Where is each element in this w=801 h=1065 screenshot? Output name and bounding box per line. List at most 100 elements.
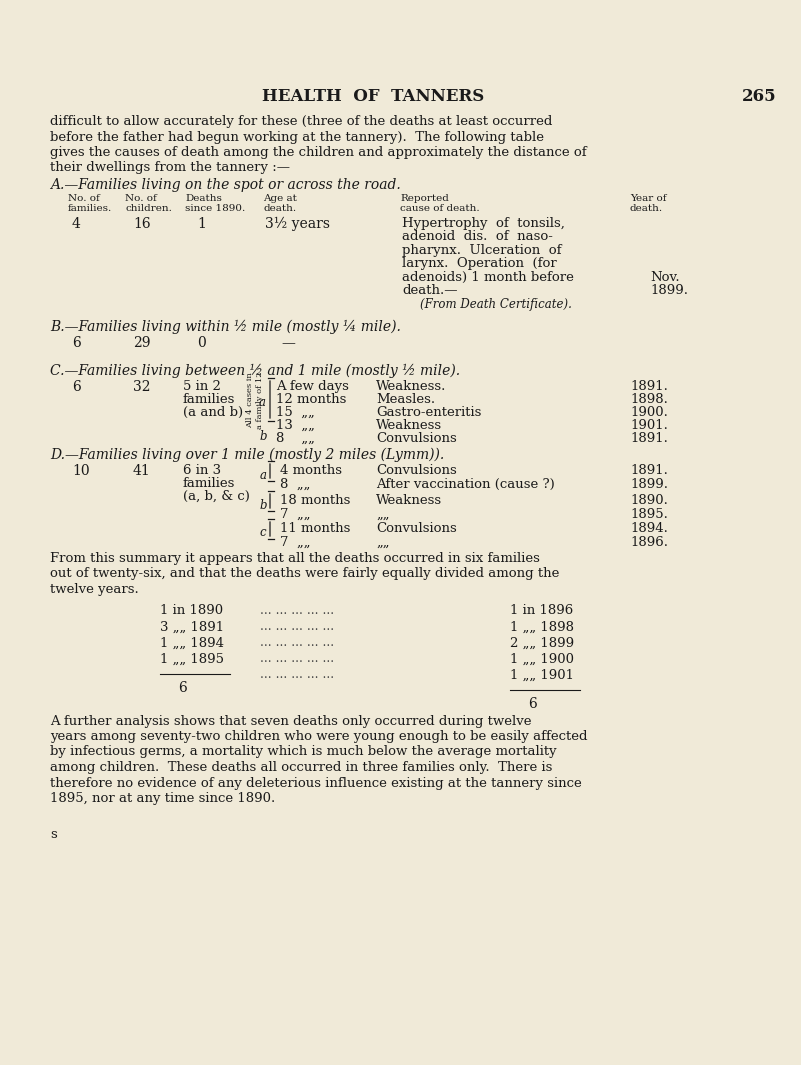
Text: 1 in 1896: 1 in 1896 [510, 605, 574, 618]
Text: 16: 16 [133, 217, 151, 231]
Text: 3 „„ 1891: 3 „„ 1891 [160, 621, 224, 634]
Text: 6 in 3: 6 in 3 [183, 464, 221, 477]
Text: ... ... ... ... ...: ... ... ... ... ... [260, 669, 334, 682]
Text: 4: 4 [72, 217, 81, 231]
Text: twelve years.: twelve years. [50, 583, 139, 596]
Text: 41: 41 [133, 464, 151, 478]
Text: D.—Families living over 1 mile (mostly 2 miles (Lymm)).: D.—Families living over 1 mile (mostly 2… [50, 448, 445, 462]
Text: A further analysis shows that seven deaths only occurred during twelve: A further analysis shows that seven deat… [50, 715, 532, 727]
Text: 1 „„ 1895: 1 „„ 1895 [160, 653, 224, 666]
Text: a: a [259, 396, 266, 409]
Text: therefore no evidence of any deleterious influence existing at the tannery since: therefore no evidence of any deleterious… [50, 776, 582, 789]
Text: 10: 10 [72, 464, 90, 478]
Text: cause of death.: cause of death. [400, 204, 480, 213]
Text: out of twenty-six, and that the deaths were fairly equally divided among the: out of twenty-six, and that the deaths w… [50, 568, 559, 580]
Text: After vaccination (cause ?): After vaccination (cause ?) [376, 478, 555, 491]
Text: Weakness: Weakness [376, 419, 442, 432]
Text: 4 months: 4 months [280, 464, 342, 477]
Text: HEALTH  OF  TANNERS: HEALTH OF TANNERS [262, 88, 485, 105]
Text: gives the causes of death among the children and approximately the distance of: gives the causes of death among the chil… [50, 146, 586, 159]
Text: 1898.: 1898. [630, 393, 668, 406]
Text: Weakness.: Weakness. [376, 380, 446, 393]
Text: Convulsions: Convulsions [376, 464, 457, 477]
Text: No. of: No. of [125, 194, 157, 203]
Text: 1901.: 1901. [630, 419, 668, 432]
Text: 1 „„ 1898: 1 „„ 1898 [510, 621, 574, 634]
Text: b: b [260, 499, 268, 512]
Text: 1891.: 1891. [630, 380, 668, 393]
Text: 29: 29 [133, 335, 151, 350]
Text: Age at: Age at [263, 194, 297, 203]
Text: 3½ years: 3½ years [265, 217, 330, 231]
Text: From this summary it appears that all the deaths occurred in six families: From this summary it appears that all th… [50, 552, 540, 566]
Text: 1: 1 [197, 217, 206, 231]
Text: 6: 6 [72, 335, 81, 350]
Text: Deaths: Deaths [185, 194, 222, 203]
Text: A.—Families living on the spot or across the road.: A.—Families living on the spot or across… [50, 178, 400, 192]
Text: years among seventy-two children who were young enough to be easily affected: years among seventy-two children who wer… [50, 730, 587, 743]
Text: ... ... ... ... ...: ... ... ... ... ... [260, 621, 334, 634]
Text: Weakness: Weakness [376, 494, 442, 507]
Text: 1895.: 1895. [630, 508, 668, 521]
Text: 15  „„: 15 „„ [276, 406, 315, 419]
Text: 1 „„ 1901: 1 „„ 1901 [510, 669, 574, 682]
Text: 1 in 1890: 1 in 1890 [160, 605, 223, 618]
Text: their dwellings from the tannery :—: their dwellings from the tannery :— [50, 162, 290, 175]
Text: 1895, nor at any time since 1890.: 1895, nor at any time since 1890. [50, 792, 276, 805]
Text: 1891.: 1891. [630, 432, 668, 445]
Text: adenoid  dis.  of  naso-: adenoid dis. of naso- [402, 230, 553, 244]
Text: (a, b, & c): (a, b, & c) [183, 490, 250, 503]
Text: 265: 265 [742, 88, 777, 105]
Text: before the father had begun working at the tannery).  The following table: before the father had begun working at t… [50, 131, 544, 144]
Text: a: a [260, 469, 267, 482]
Text: 1896.: 1896. [630, 536, 668, 548]
Text: 12 months: 12 months [276, 393, 346, 406]
Text: All 4 cases in
a family of 12: All 4 cases in a family of 12 [247, 372, 264, 429]
Text: children.: children. [125, 204, 172, 213]
Text: larynx.  Operation  (for: larynx. Operation (for [402, 258, 557, 271]
Text: pharynx.  Ulceration  of: pharynx. Ulceration of [402, 244, 562, 257]
Text: by infectious germs, a mortality which is much below the average mortality: by infectious germs, a mortality which i… [50, 746, 557, 758]
Text: 1894.: 1894. [630, 522, 668, 535]
Text: among children.  These deaths all occurred in three families only.  There is: among children. These deaths all occurre… [50, 761, 553, 774]
Text: 1899.: 1899. [630, 478, 668, 491]
Text: (a and b): (a and b) [183, 406, 244, 419]
Text: 2 „„ 1899: 2 „„ 1899 [510, 637, 574, 650]
Text: B.—Families living within ½ mile (mostly ¼ mile).: B.—Families living within ½ mile (mostly… [50, 320, 400, 334]
Text: death.: death. [263, 204, 296, 213]
Text: 11 months: 11 months [280, 522, 350, 535]
Text: ... ... ... ... ...: ... ... ... ... ... [260, 653, 334, 666]
Text: Nov.: Nov. [650, 271, 679, 284]
Text: 0: 0 [197, 335, 206, 350]
Text: 7  „„: 7 „„ [280, 508, 311, 521]
Text: 5 in 2: 5 in 2 [183, 380, 221, 393]
Text: 13  „„: 13 „„ [276, 419, 315, 432]
Text: 1899.: 1899. [650, 284, 688, 297]
Text: since 1890.: since 1890. [185, 204, 245, 213]
Text: 1900.: 1900. [630, 406, 668, 419]
Text: 32: 32 [133, 380, 151, 394]
Text: 6: 6 [528, 698, 537, 711]
Text: Measles.: Measles. [376, 393, 435, 406]
Text: 8    „„: 8 „„ [276, 432, 315, 445]
Text: ... ... ... ... ...: ... ... ... ... ... [260, 605, 334, 618]
Text: Hypertrophy  of  tonsils,: Hypertrophy of tonsils, [402, 217, 565, 230]
Text: 1 „„ 1894: 1 „„ 1894 [160, 637, 224, 650]
Text: 7  „„: 7 „„ [280, 536, 311, 548]
Text: 1891.: 1891. [630, 464, 668, 477]
Text: Year of: Year of [630, 194, 666, 203]
Text: 6: 6 [178, 682, 187, 695]
Text: difficult to allow accurately for these (three of the deaths at least occurred: difficult to allow accurately for these … [50, 115, 553, 128]
Text: (From Death Certificate).: (From Death Certificate). [420, 298, 572, 311]
Text: b: b [260, 430, 268, 443]
Text: c: c [260, 526, 267, 539]
Text: 8  „„: 8 „„ [280, 478, 310, 491]
Text: 1890.: 1890. [630, 494, 668, 507]
Text: 6: 6 [72, 380, 81, 394]
Text: Convulsions: Convulsions [376, 432, 457, 445]
Text: death.—: death.— [402, 284, 457, 297]
Text: Gastro-enteritis: Gastro-enteritis [376, 406, 481, 419]
Text: Reported: Reported [400, 194, 449, 203]
Text: 1 „„ 1900: 1 „„ 1900 [510, 653, 574, 666]
Text: Convulsions: Convulsions [376, 522, 457, 535]
